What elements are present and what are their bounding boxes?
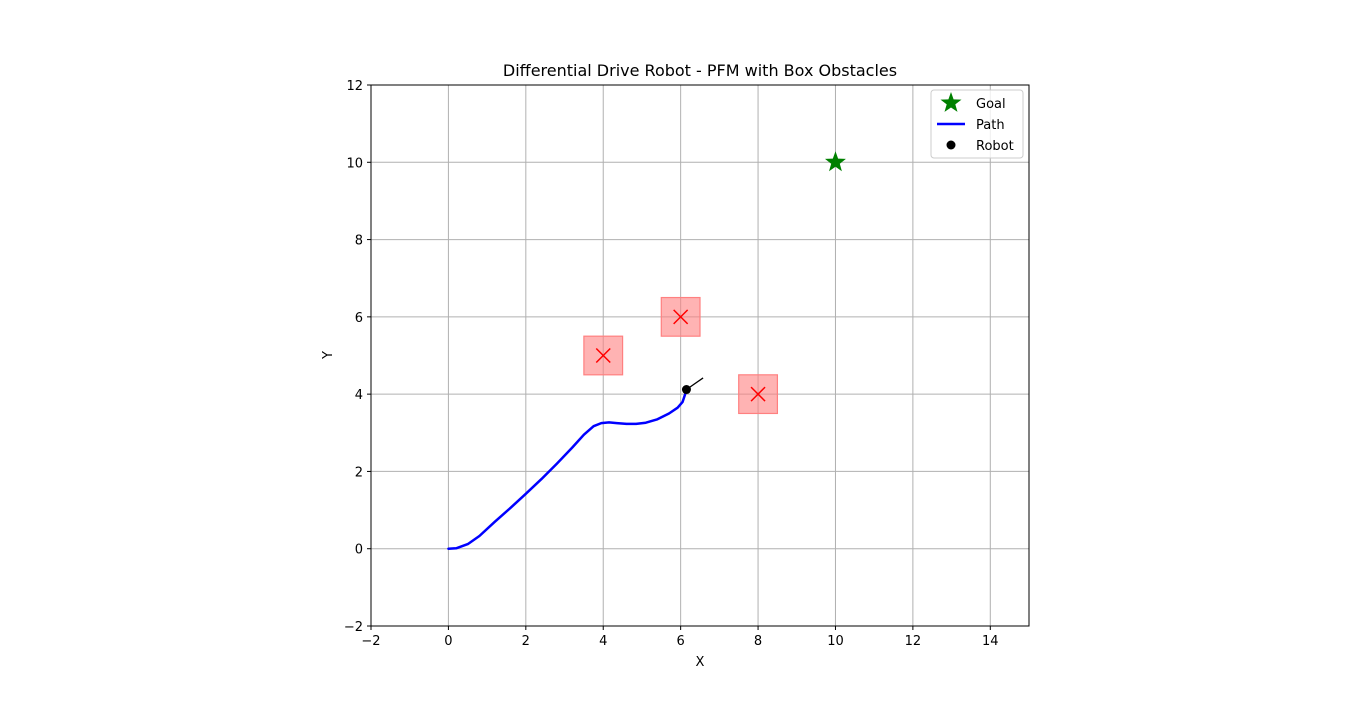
goal-star (825, 151, 846, 172)
obstacle-center-marker (673, 309, 689, 325)
markers (681, 151, 846, 395)
obstacle-center-marker (750, 386, 766, 402)
path-layer (447, 389, 688, 550)
y-tick-label: −2 (344, 620, 363, 635)
x-tick-label: 0 (444, 634, 452, 649)
y-axis-label: Y (321, 351, 336, 360)
y-tick-label: 6 (355, 311, 363, 326)
y-tick-label: 2 (355, 465, 363, 480)
x-tick-label: 2 (522, 634, 530, 649)
obstacle-x-stroke (673, 309, 689, 325)
legend-label: Robot (976, 139, 1014, 154)
robot-dot (681, 385, 691, 395)
obstacles (583, 296, 779, 415)
legend-label: Goal (976, 97, 1006, 112)
legend-robot-dot (946, 140, 956, 150)
y-tick-label: 8 (355, 234, 363, 249)
chart-title: Differential Drive Robot - PFM with Box … (503, 61, 897, 80)
legend: Goal Path Robot (930, 89, 1024, 159)
x-tick-label: 4 (599, 634, 607, 649)
x-tick-label: 14 (982, 634, 999, 649)
obstacle-x-stroke (595, 347, 611, 364)
obstacle-box (583, 335, 624, 376)
x-tick-label: 6 (677, 634, 685, 649)
plot-frame (370, 84, 1030, 627)
x-tick-label: 8 (754, 634, 762, 649)
y-tick-label: 12 (346, 79, 363, 94)
legend-label: Path (976, 118, 1005, 133)
x-tick-label: 10 (827, 634, 844, 649)
ticks: −2 0 2 4 6 8 10 12 14 −2 0 2 4 6 8 10 12 (344, 79, 999, 649)
grid (370, 84, 1029, 627)
legend-goal-star (940, 92, 962, 112)
obstacle-x-stroke (750, 386, 766, 402)
y-tick-label: 0 (355, 543, 363, 558)
x-axis-label: X (696, 655, 705, 670)
x-tick-label: −2 (361, 634, 380, 649)
obstacle-center-marker (595, 347, 611, 364)
y-tick-label: 4 (355, 388, 363, 403)
robot-path (447, 389, 688, 550)
x-tick-label: 12 (905, 634, 922, 649)
y-tick-label: 10 (346, 156, 363, 171)
